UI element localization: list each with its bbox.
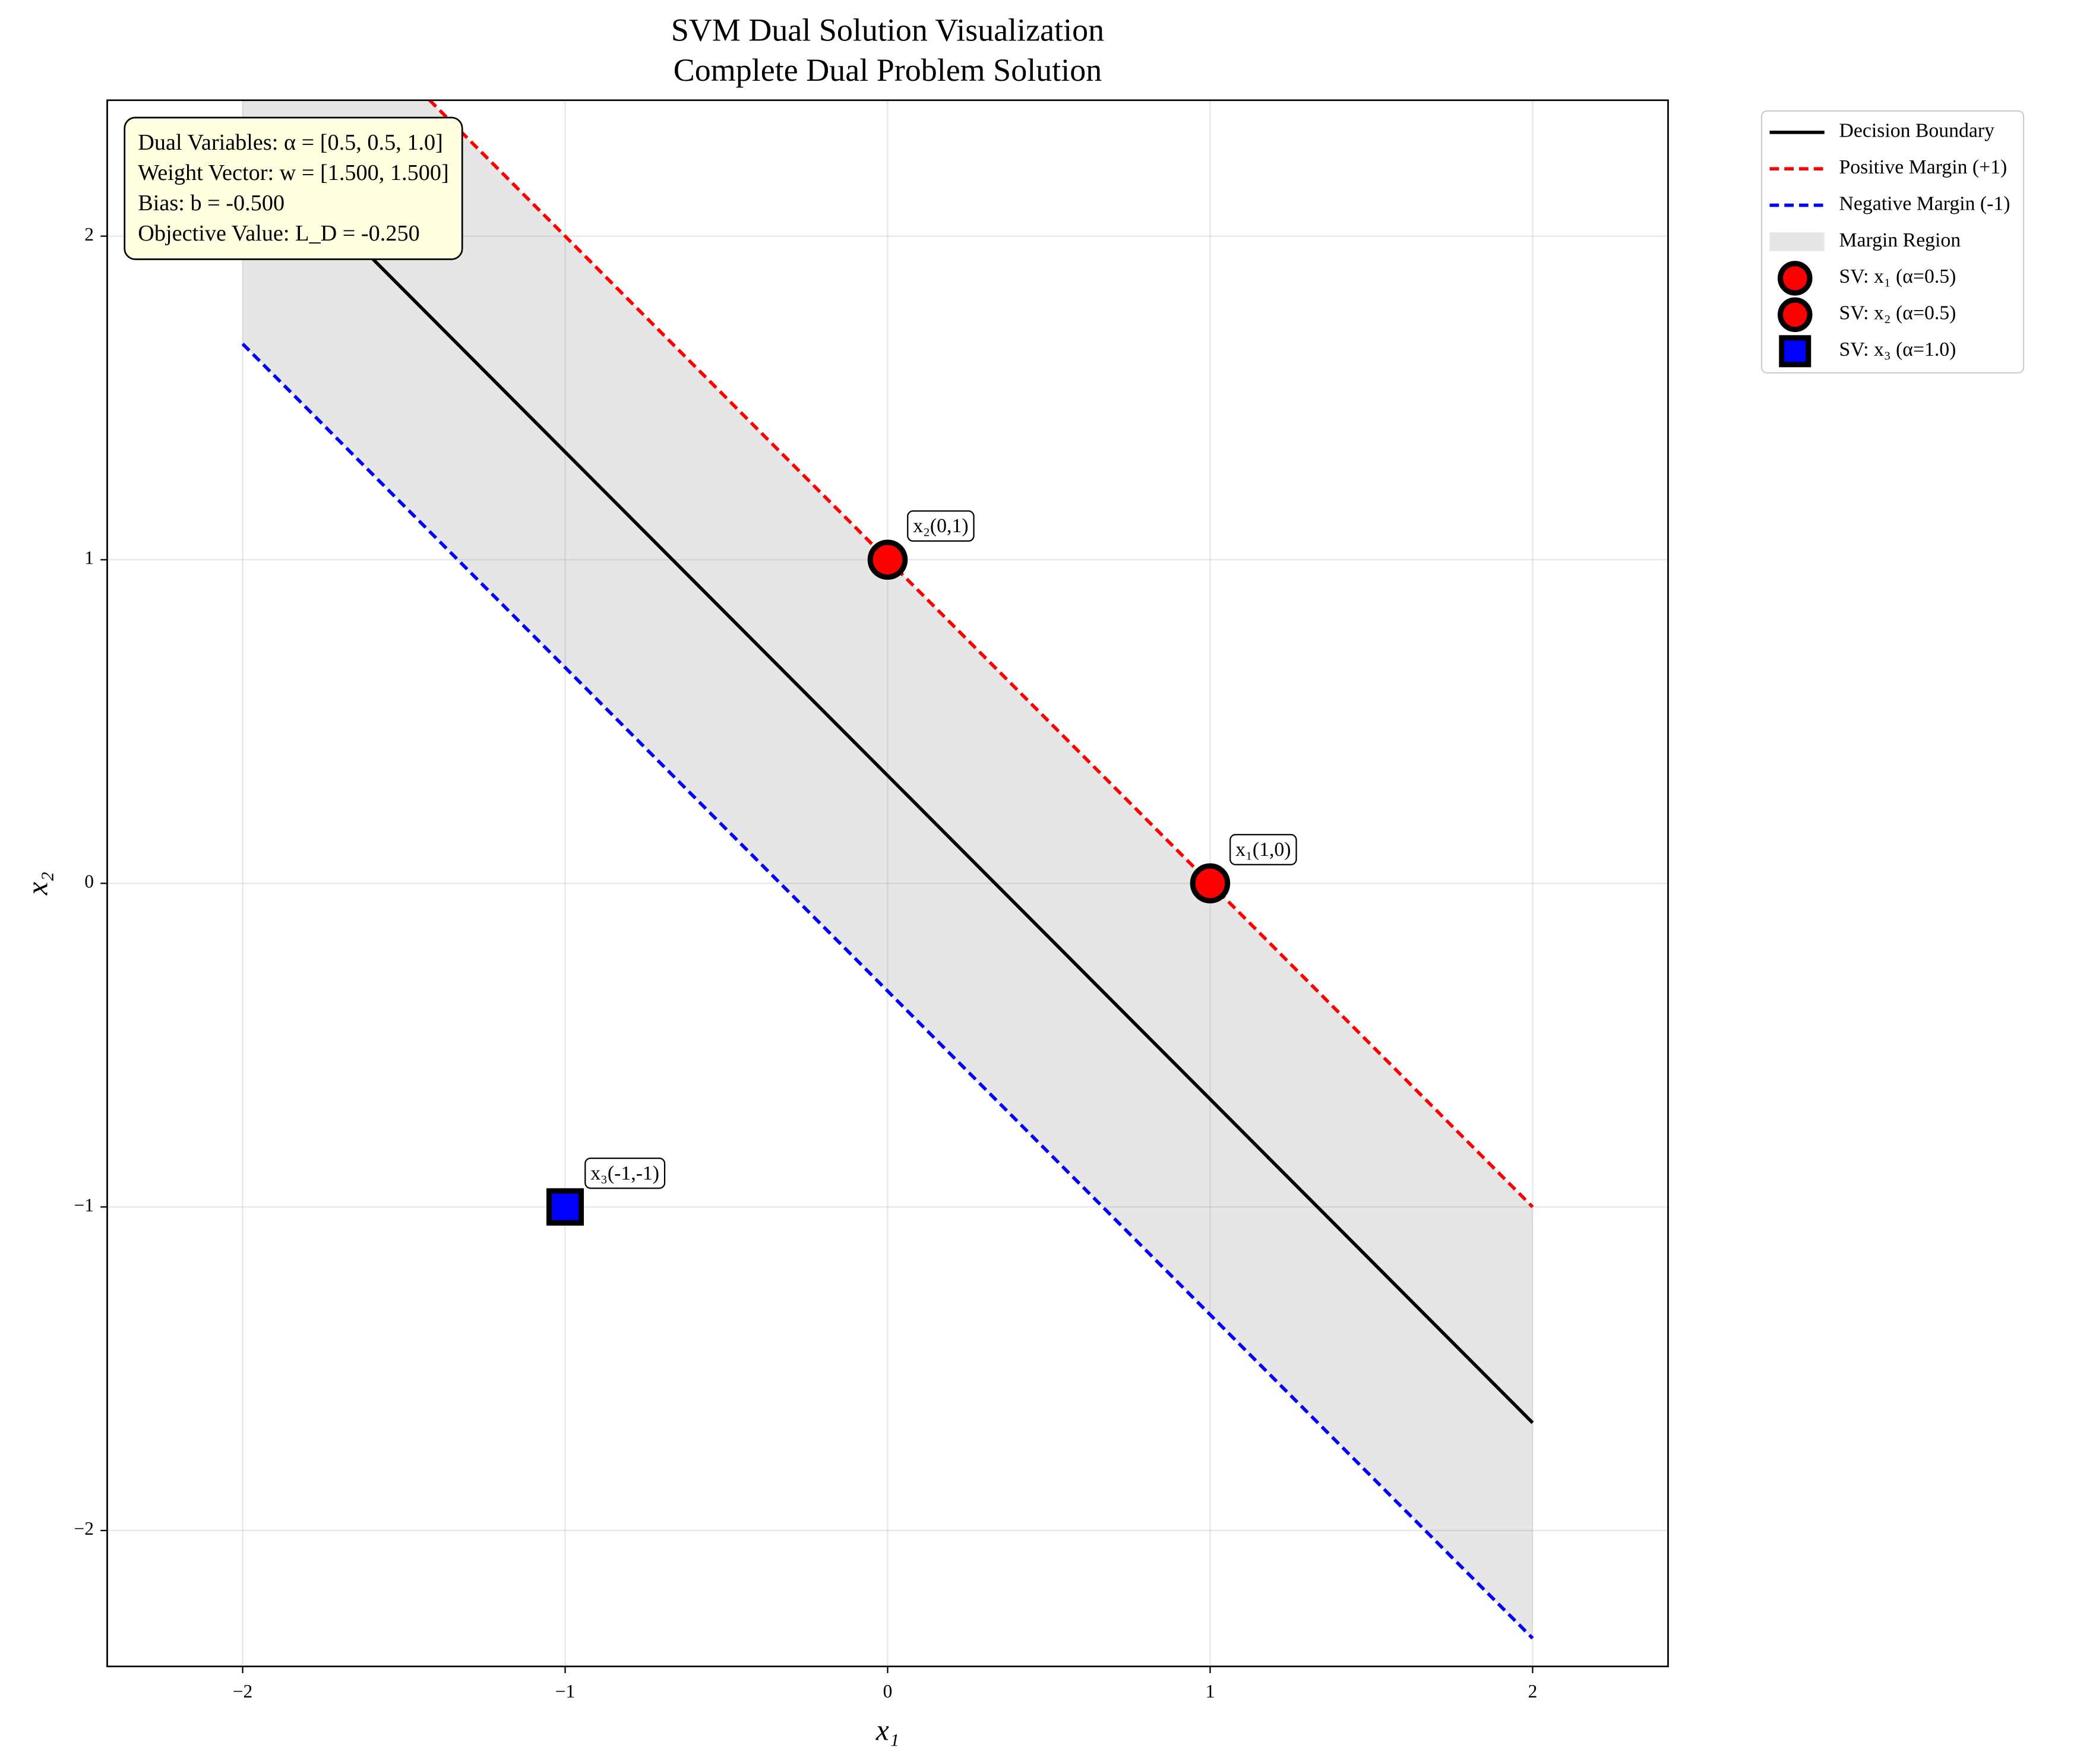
point-annotation: x₁(1,0) [1229,834,1297,865]
point-marker [546,1188,584,1226]
info-box-background [124,116,463,260]
y-axis-label: x₂ [21,872,53,896]
point-marker [1190,863,1231,903]
y-tick-label: −1 [74,1194,94,1215]
x-axis-label: x₁ [875,1714,899,1747]
legend-label: SV: x₃ (α=1.0) [1839,339,1956,361]
annotation-box [907,510,975,542]
info-line: Bias: b = -0.500 [138,191,284,216]
y-tick-label: 0 [84,871,94,892]
y-tick-label: −2 [74,1518,94,1539]
info-line: Objective Value: L_D = -0.250 [138,221,419,246]
legend-label: SV: x₁ (α=0.5) [1839,265,1956,287]
legend-label: SV: x₂ (α=0.5) [1839,302,1956,324]
info-line: Dual Variables: α = [0.5, 0.5, 1.0] [138,130,443,155]
x-tick-label: −1 [555,1681,576,1702]
legend-marker [1779,335,1812,368]
legend-swatch [1769,232,1825,251]
point-label: x₃(-1,-1) [590,1162,659,1184]
info-box: Dual Variables: α = [0.5, 0.5, 1.0] Weigh… [124,116,463,260]
point-annotation: x₃(-1,-1) [584,1157,666,1189]
legend-label: Negative Margin (-1) [1839,192,2010,214]
margin-area [242,100,1533,1639]
legend-marker [1778,297,1813,333]
legend-frame [1760,110,2025,374]
legend-label: Margin Region [1839,229,1961,251]
line [241,343,1534,1640]
point-annotation: x₂(0,1) [907,510,975,542]
legend: Decision Boundary Positive Margin (+1) Neg… [1760,110,2025,374]
legend-label: Positive Margin (+1) [1839,156,2008,178]
x-tick-label: 2 [1528,1681,1538,1702]
legend-marker [1778,261,1813,296]
x-tick-label: −2 [233,1681,253,1702]
x-tick-label: 0 [883,1681,893,1702]
point-label: x₁(1,0) [1235,839,1291,861]
chart-subtitle: Complete Dual Problem Solution [674,52,1102,88]
y-tick-label: 2 [84,224,94,245]
plot-area [241,100,1534,1640]
point-label: x₂(0,1) [913,515,968,537]
annotation-box [584,1157,666,1189]
chart-title: SVM Dual Solution Visualization [671,12,1104,48]
plot-frame [106,99,1669,1668]
line [241,127,1534,1424]
info-line: Weight Vector: w = [1.500, 1.500] [138,160,448,185]
legend-label: Decision Boundary [1839,120,1995,142]
x-tick-label: 1 [1206,1681,1215,1702]
y-tick-label: 1 [84,548,94,568]
annotation-box [1229,834,1297,865]
point-marker [867,539,908,580]
